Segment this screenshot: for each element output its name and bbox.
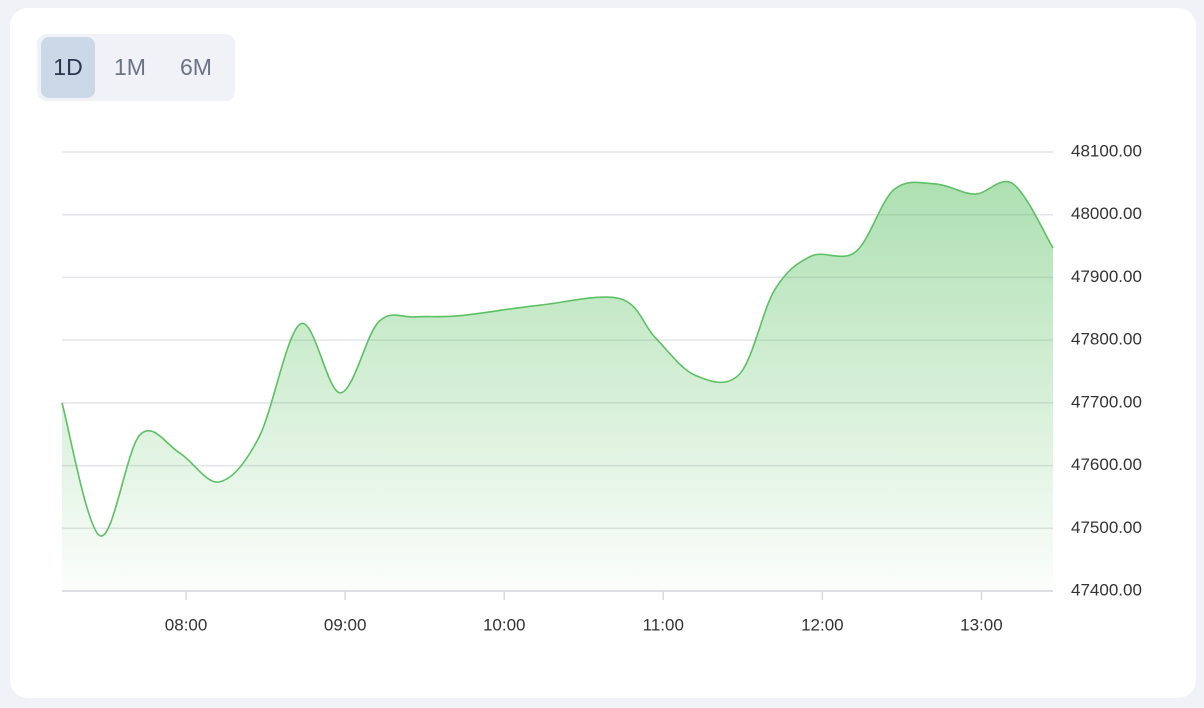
y-tick-label: 47900.00 (1071, 267, 1142, 286)
y-tick-label: 47400.00 (1071, 580, 1142, 599)
x-tick-label: 12:00 (801, 615, 844, 634)
range-button[interactable]: 6M (169, 37, 223, 98)
x-tick-label: 09:00 (324, 615, 367, 634)
y-tick-label: 48100.00 (1071, 141, 1142, 160)
y-tick-label: 47500.00 (1071, 518, 1142, 537)
x-tick-label: 13:00 (960, 615, 1003, 634)
range-button[interactable]: 1M (103, 37, 157, 98)
y-tick-label: 48000.00 (1071, 204, 1142, 223)
range-selector: 1D 1M 6M (37, 34, 235, 101)
y-tick-label: 47600.00 (1071, 455, 1142, 474)
range-button[interactable]: 1D (41, 37, 95, 98)
y-tick-label: 47700.00 (1071, 392, 1142, 411)
x-tick-label: 10:00 (483, 615, 526, 634)
line (61, 180, 1054, 537)
x-tick-label: 08:00 (165, 615, 208, 634)
area (62, 181, 1053, 591)
x-tick-label: 11:00 (643, 615, 684, 634)
y-tick-label: 47800.00 (1071, 330, 1142, 349)
